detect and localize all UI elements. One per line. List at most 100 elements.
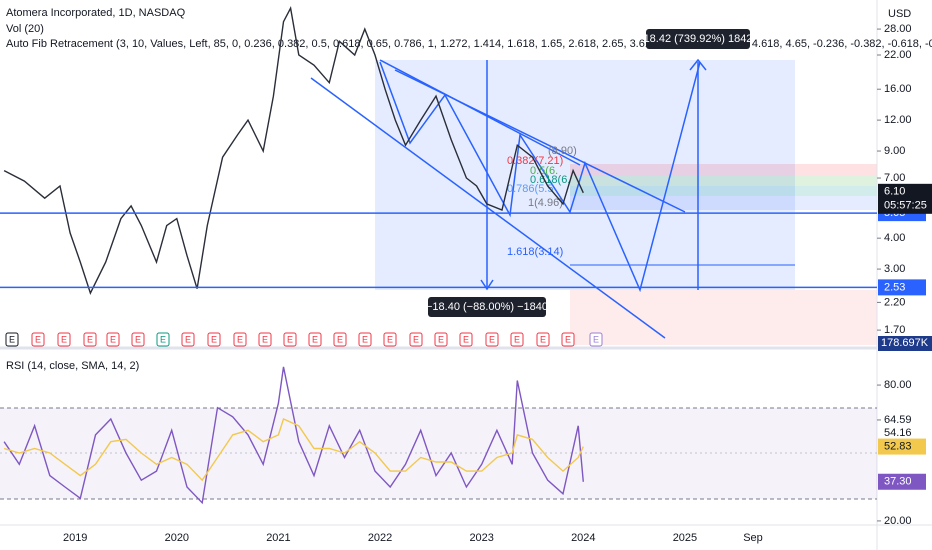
y-value-label: 54.16 xyxy=(884,427,912,439)
x-tick-label: 2023 xyxy=(469,532,493,544)
price-label: 6.10 xyxy=(884,186,905,198)
x-tick-label: 2022 xyxy=(368,532,392,544)
earnings-icon xyxy=(106,332,120,347)
earnings-icon xyxy=(57,332,71,347)
projection-box xyxy=(375,60,795,290)
earnings-icon xyxy=(459,332,473,347)
countdown: 05:57:25 xyxy=(884,200,927,212)
series-line xyxy=(3,366,584,505)
channel-line xyxy=(310,77,666,339)
earnings-icon xyxy=(434,332,448,347)
earnings-marker: E xyxy=(262,334,268,344)
arrow-head xyxy=(480,279,494,291)
fib-band xyxy=(570,186,877,196)
earnings-icon xyxy=(308,332,322,347)
gain-box xyxy=(646,29,750,49)
fib-label: 1.618(3.14) xyxy=(507,246,563,258)
earnings-icon xyxy=(383,332,397,347)
earnings-icon xyxy=(510,332,524,347)
projection-path xyxy=(379,61,701,293)
gain-label: 18.42 (739.92%) 1842 xyxy=(644,33,753,45)
fib-label: 0.786(5.5 xyxy=(507,183,553,195)
earnings-marker: E xyxy=(160,334,166,344)
fib-band xyxy=(570,176,877,186)
earnings-marker: E xyxy=(35,334,41,344)
earnings-marker: E xyxy=(61,334,67,344)
vol-label: Vol (20) xyxy=(6,23,44,35)
y-tick-label: 28.00 xyxy=(884,23,912,35)
earnings-marker: E xyxy=(312,334,318,344)
earnings-marker: E xyxy=(185,334,191,344)
x-tick-label: Sep xyxy=(743,532,763,544)
earnings-marker: E xyxy=(110,334,116,344)
earnings-icon xyxy=(358,332,372,347)
channel-line xyxy=(394,69,686,213)
earnings-icon xyxy=(485,332,499,347)
y-tick-label: 20.00 xyxy=(884,515,912,527)
earnings-marker: E xyxy=(362,334,368,344)
earnings-marker: E xyxy=(211,334,217,344)
y-tick-label: 22.00 xyxy=(884,49,912,61)
earnings-icon xyxy=(83,332,97,347)
earnings-marker: E xyxy=(463,334,469,344)
series-line xyxy=(3,6,584,295)
series-line xyxy=(3,418,584,482)
level-label-bg xyxy=(878,279,926,296)
fib-label: 0.5(6. xyxy=(530,165,558,177)
earnings-icon xyxy=(156,332,170,347)
y-tick-label: 7.00 xyxy=(884,172,905,184)
earnings-marker: E xyxy=(237,334,243,344)
x-tick-label: 2021 xyxy=(266,532,290,544)
earnings-marker: E xyxy=(593,334,599,344)
arrow-head xyxy=(689,58,707,71)
volume-label: 178.697K xyxy=(881,337,929,349)
earnings-marker: E xyxy=(540,334,546,344)
y-tick-label: 4.00 xyxy=(884,232,905,244)
earnings-icon xyxy=(181,332,195,347)
earnings-icon xyxy=(333,332,347,347)
y-tick-label: 16.00 xyxy=(884,83,912,95)
earnings-marker: E xyxy=(135,334,141,344)
fib-label: Auto Fib Retracement (3, 10, Values, Lef… xyxy=(6,38,932,50)
earnings-marker: E xyxy=(413,334,419,344)
earnings-marker: E xyxy=(489,334,495,344)
fib-label: 0.618(6. xyxy=(530,174,570,186)
current-label-bg xyxy=(878,473,926,490)
earnings-icon xyxy=(589,332,603,347)
earnings-marker: E xyxy=(337,334,343,344)
earnings-icon xyxy=(561,332,575,347)
x-tick-label: 2019 xyxy=(63,532,87,544)
title: Atomera Incorporated, 1D, NASDAQ xyxy=(6,7,186,19)
earnings-marker: E xyxy=(9,334,15,344)
y-tick-label: 12.00 xyxy=(884,114,912,126)
x-tick-label: 2025 xyxy=(673,532,697,544)
y-tick-label: 64.59 xyxy=(884,414,912,426)
earnings-marker: E xyxy=(87,334,93,344)
current-label: 37.30 xyxy=(884,476,912,488)
y-tick-label: 9.00 xyxy=(884,145,905,157)
y-tick-label: 80.00 xyxy=(884,379,912,391)
volume-label-bg xyxy=(878,336,932,351)
earnings-icon xyxy=(536,332,550,347)
fib-label: (8.90) xyxy=(548,145,577,157)
price-label-bg xyxy=(878,183,932,214)
earnings-icon xyxy=(409,332,423,347)
loss-box-label xyxy=(428,297,546,317)
level-label: 2.53 xyxy=(884,281,905,293)
fib-band xyxy=(570,164,877,176)
earnings-marker: E xyxy=(387,334,393,344)
x-tick-label: 2020 xyxy=(165,532,189,544)
earnings-marker: E xyxy=(565,334,571,344)
rsi-band xyxy=(0,408,877,499)
fib-label: 1(4.96) xyxy=(528,197,563,209)
earnings-icon xyxy=(233,332,247,347)
currency: USD xyxy=(888,8,911,20)
earnings-icon xyxy=(31,332,45,347)
y-tick-label: 2.20 xyxy=(884,296,905,308)
loss-label: −18.40 (−88.00%) −1840 xyxy=(426,301,548,313)
earnings-marker: E xyxy=(514,334,520,344)
loss-box xyxy=(570,290,877,345)
earnings-marker: E xyxy=(287,334,293,344)
y-tick-label: 1.70 xyxy=(884,324,905,336)
